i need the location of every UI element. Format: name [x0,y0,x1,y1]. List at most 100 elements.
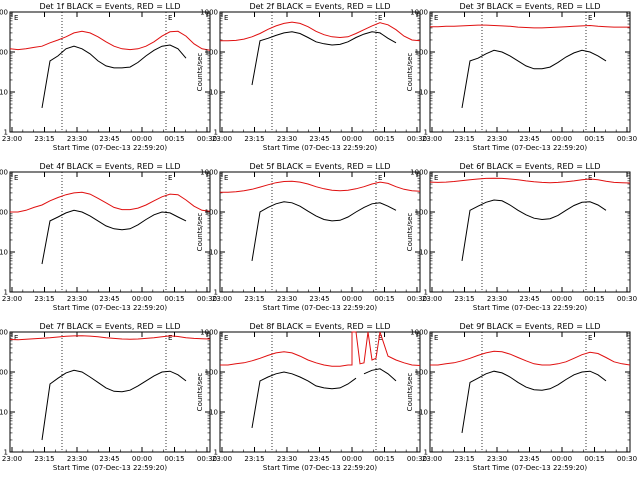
y-tick-label: 10 [0,409,8,417]
x-tick-label: 23:45 [99,455,119,463]
y-tick-label: 100 [205,49,218,57]
y-tick-label: 10 [419,409,428,417]
x-tick-label: 23:00 [212,455,232,463]
series-lld-line [220,331,421,367]
panel-title: Det 9f BLACK = Events, RED = LLD [459,322,600,331]
panel-5: Det 5f BLACK = Events, RED = LLD11010010… [196,162,427,312]
panel-title: Det 2f BLACK = Events, RED = LLD [249,2,390,11]
x-tick-label: 00:30 [407,135,427,143]
x-axis-label: Start Time (07-Dec-13 22:59:20) [473,304,587,312]
plot-frame [9,11,211,133]
y-tick-label: 10 [419,249,428,257]
x-tick-label: 23:30 [67,295,87,303]
x-tick-label: 00:00 [342,295,362,303]
y-tick-label: 1000 [0,169,8,177]
y-tick-label: 100 [0,209,8,217]
y-tick-label: 100 [205,369,218,377]
panel-7: Det 7f BLACK = Events, RED = LLD11010010… [0,322,217,472]
x-tick-label: 23:15 [244,295,264,303]
event-marker-label: E [224,174,228,182]
y-tick-label: 1 [214,129,218,137]
x-tick-label: 23:15 [34,295,54,303]
plot-frame [429,331,631,453]
y-tick-label: 100 [415,369,428,377]
series-lld-line [9,30,211,51]
y-tick-label: 1 [424,449,428,457]
plot-frame [429,11,631,133]
event-marker-label: E [588,174,592,182]
x-tick-label: 00:00 [342,135,362,143]
x-tick-label: 00:15 [374,455,394,463]
x-axis-label: Start Time (07-Dec-13 22:59:20) [53,304,167,312]
x-tick-label: 23:30 [277,135,297,143]
panel-title: Det 5f BLACK = Events, RED = LLD [249,162,390,171]
event-marker-label: E [14,174,18,182]
y-axis-label: Counts/sec [406,213,414,252]
x-tick-label: 23:00 [2,455,22,463]
x-tick-label: 00:15 [584,135,604,143]
x-tick-label: 00:15 [374,295,394,303]
y-tick-label: 1 [4,449,8,457]
event-marker-label: E [168,334,172,342]
panel-8: Det 8f BLACK = Events, RED = LLD 1 10 100 10… [196,322,427,472]
x-axis-label: Start Time (07-Dec-13 22:59:20) [263,464,377,472]
panel-title: Det 8f BLACK = Events, RED = LLD [249,322,390,331]
event-marker-label: E [378,174,382,182]
x-tick-label: 00:15 [374,135,394,143]
panel-3: Det 3f BLACK = Events, RED = LLD 1 10 100 10… [406,2,637,152]
y-tick-label: 1000 [0,329,8,337]
series-events-line [41,369,187,441]
x-tick-label: 23:15 [454,455,474,463]
event-marker-label: E [168,174,172,182]
y-tick-label: 1000 [410,9,428,17]
x-tick-label: 23:15 [454,135,474,143]
x-tick-label: 00:00 [552,295,572,303]
x-tick-label: 23:30 [487,455,507,463]
x-tick-label: 23:30 [277,295,297,303]
event-marker-label: E [434,174,438,182]
x-tick-label: 23:45 [519,295,539,303]
series-events-line [41,44,187,108]
plot-frame [9,331,211,453]
x-tick-label: 23:00 [422,295,442,303]
y-tick-label: 100 [415,209,428,217]
y-tick-label: 1 [424,289,428,297]
x-tick-label: 23:45 [309,135,329,143]
plot-frame [219,11,421,133]
x-axis-label: Start Time (07-Dec-13 22:59:20) [53,144,167,152]
y-axis-label: Counts/sec [406,53,414,92]
panel-title: Det 4f BLACK = Events, RED = LLD [39,162,180,171]
y-tick-label: 100 [0,49,8,57]
y-tick-label: 1000 [200,9,218,17]
x-tick-label: 23:30 [487,295,507,303]
panel-1: Det 1f BLACK = Events, RED = LLD11010010… [0,2,217,152]
x-tick-label: 23:00 [212,135,232,143]
x-tick-label: 23:45 [519,135,539,143]
x-tick-label: 23:30 [277,455,297,463]
plot-frame [429,171,631,293]
series-events-line [251,201,397,261]
series-events-line [461,370,607,433]
y-tick-label: 1 [4,129,8,137]
x-tick-label: 23:15 [34,135,54,143]
x-tick-label: 23:00 [422,455,442,463]
x-tick-label: 00:00 [132,455,152,463]
x-tick-label: 00:30 [197,455,217,463]
plot-frame [9,171,211,293]
x-tick-label: 00:15 [164,135,184,143]
x-tick-label: 00:30 [407,295,427,303]
event-marker-label: E [588,334,592,342]
plot-frame [219,331,421,453]
event-marker-label: E [588,14,592,22]
y-axis-label: Counts/sec [406,373,414,412]
y-tick-label: 1000 [410,329,428,337]
x-tick-label: 00:00 [552,455,572,463]
x-axis-label: Start Time (07-Dec-13 22:59:20) [473,464,587,472]
series-lld-line [10,191,211,213]
x-axis-label: Start Time (07-Dec-13 22:59:20) [263,304,377,312]
x-tick-label: 00:00 [552,135,572,143]
panel-title: Det 3f BLACK = Events, RED = LLD [459,2,600,11]
y-axis-label: Counts/sec [196,53,204,92]
x-axis-label: Start Time (07-Dec-13 22:59:20) [473,144,587,152]
panel-title: Det 6f BLACK = Events, RED = LLD [459,162,600,171]
